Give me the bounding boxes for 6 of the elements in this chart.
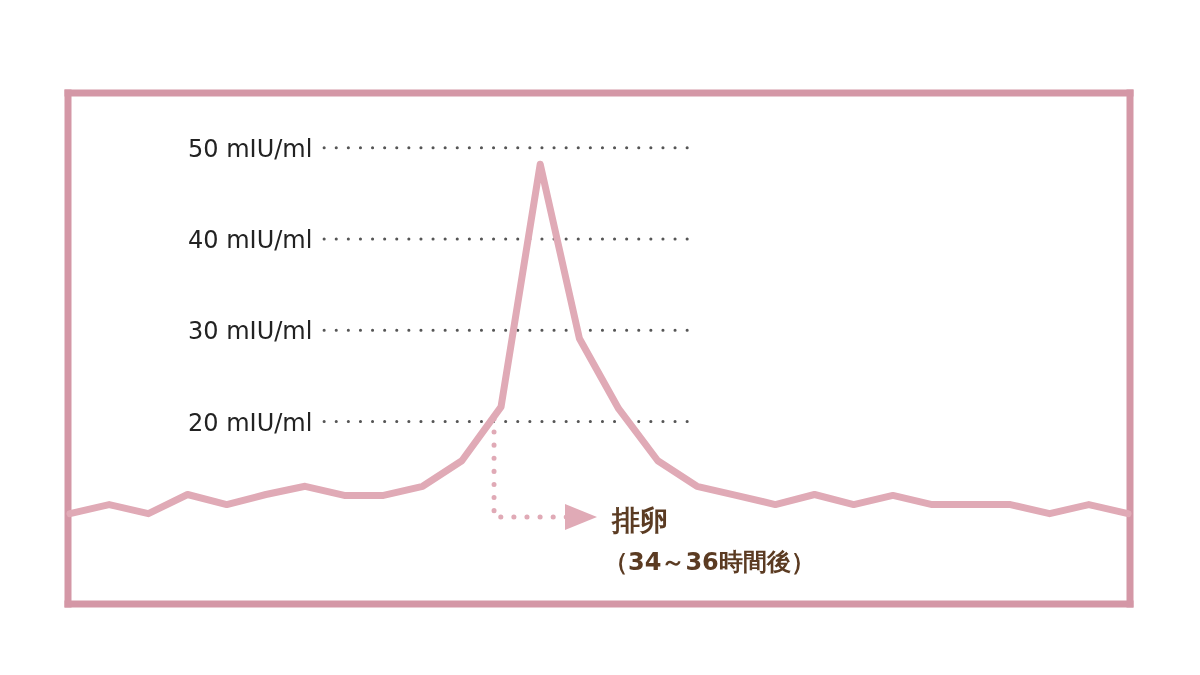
annotation: 排卵 <box>611 504 668 537</box>
y-tick-label: 20 mIU/ml <box>188 408 313 437</box>
y-tick-label: 30 mIU/ml <box>188 317 313 346</box>
annotation: （34～36時間後） <box>604 548 815 576</box>
y-tick-label: 50 mIU/ml <box>188 134 313 163</box>
y-tick-label: 40 mIU/ml <box>188 226 313 254</box>
